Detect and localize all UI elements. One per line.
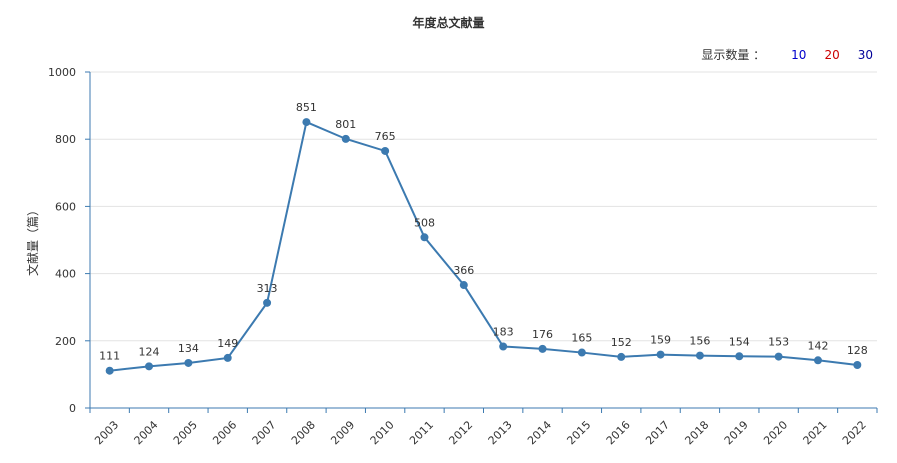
x-tick-label: 2021 bbox=[801, 418, 830, 447]
display-count-10-option[interactable]: 10 bbox=[791, 47, 807, 62]
data-point bbox=[145, 362, 154, 371]
data-label: 134 bbox=[178, 342, 199, 355]
display-count-20-option[interactable]: 20 bbox=[824, 47, 840, 62]
data-label: 801 bbox=[335, 118, 356, 131]
data-label: 153 bbox=[768, 336, 789, 349]
data-label: 124 bbox=[139, 345, 160, 358]
data-point bbox=[813, 356, 822, 365]
x-tick-label: 2007 bbox=[250, 418, 279, 447]
x-tick-label: 2004 bbox=[132, 418, 161, 447]
grid-lines bbox=[90, 71, 877, 342]
data-label: 851 bbox=[296, 101, 317, 114]
y-tick-label: 400 bbox=[55, 268, 76, 281]
y-tick-label: 0 bbox=[69, 402, 76, 415]
data-label: 142 bbox=[807, 339, 828, 352]
data-point bbox=[381, 146, 390, 155]
data-point bbox=[341, 134, 350, 143]
data-point bbox=[774, 352, 783, 361]
x-tick-label: 2003 bbox=[92, 418, 121, 447]
data-label: 366 bbox=[453, 264, 474, 277]
series bbox=[105, 118, 862, 375]
y-tick-label: 600 bbox=[55, 200, 76, 213]
x-tick-label: 2015 bbox=[564, 418, 593, 447]
data-point bbox=[223, 353, 232, 362]
data-label: 176 bbox=[532, 328, 553, 341]
data-point bbox=[459, 281, 468, 290]
x-tick-label: 2010 bbox=[368, 418, 397, 447]
x-axis-ticks: 2003 2004 2005 2006 2007 2008 2009 2010 2011 2012… bbox=[89, 408, 878, 447]
display-count-30-option[interactable]: 30 bbox=[857, 47, 873, 62]
x-tick-label: 2019 bbox=[722, 418, 751, 447]
display-count-selector: 显示数量 ： 10 20 30 bbox=[701, 46, 877, 63]
x-tick-label: 2005 bbox=[171, 418, 200, 447]
data-point bbox=[695, 351, 704, 360]
data-label: 508 bbox=[414, 216, 435, 229]
x-tick-label: 2020 bbox=[761, 418, 790, 447]
x-tick-label: 2017 bbox=[643, 418, 672, 447]
data-point bbox=[105, 366, 114, 375]
data-label: 165 bbox=[571, 332, 592, 345]
y-axis-ticks: 0 200 400 600 800 1000 bbox=[48, 66, 90, 415]
data-label: 111 bbox=[99, 350, 120, 363]
data-label: 154 bbox=[729, 335, 750, 348]
data-label: 159 bbox=[650, 334, 671, 347]
data-labels: 111 124 134 149 313 851 801 765 508 366 183 176 165 1… bbox=[99, 101, 868, 363]
axes bbox=[89, 72, 877, 409]
data-label: 313 bbox=[257, 282, 278, 295]
y-axis-title: 文献量（篇） bbox=[25, 204, 40, 276]
series-line bbox=[109, 120, 858, 372]
x-tick-label: 2014 bbox=[525, 418, 554, 447]
data-point bbox=[263, 298, 272, 307]
data-label: 183 bbox=[493, 326, 514, 339]
x-tick-label: 2008 bbox=[289, 418, 318, 447]
y-tick-label: 200 bbox=[55, 335, 76, 348]
display-count-label: 显示数量 ： bbox=[701, 48, 766, 62]
x-tick-label: 2016 bbox=[604, 418, 633, 447]
x-tick-label: 2022 bbox=[840, 418, 869, 447]
data-point bbox=[184, 358, 193, 367]
data-point bbox=[420, 233, 429, 242]
x-tick-label: 2012 bbox=[446, 418, 475, 447]
data-point bbox=[499, 342, 508, 351]
data-point bbox=[656, 350, 665, 359]
x-tick-label: 2018 bbox=[682, 418, 711, 447]
data-point bbox=[302, 118, 311, 127]
data-label: 128 bbox=[847, 344, 868, 357]
x-tick-label: 2006 bbox=[210, 418, 239, 447]
data-point bbox=[853, 360, 862, 369]
data-point bbox=[617, 352, 626, 361]
data-point bbox=[735, 352, 744, 361]
y-tick-label: 800 bbox=[55, 133, 76, 146]
data-point bbox=[538, 344, 547, 353]
data-point bbox=[577, 348, 586, 357]
y-tick-label: 1000 bbox=[48, 66, 76, 79]
x-tick-label: 2011 bbox=[407, 418, 436, 447]
data-label: 152 bbox=[611, 336, 632, 349]
x-tick-label: 2013 bbox=[486, 418, 515, 447]
data-label: 765 bbox=[375, 130, 396, 143]
data-label: 156 bbox=[689, 335, 710, 348]
chart-title: 年度总文献量 bbox=[412, 16, 485, 30]
data-label: 149 bbox=[217, 337, 238, 350]
x-tick-label: 2009 bbox=[328, 418, 357, 447]
